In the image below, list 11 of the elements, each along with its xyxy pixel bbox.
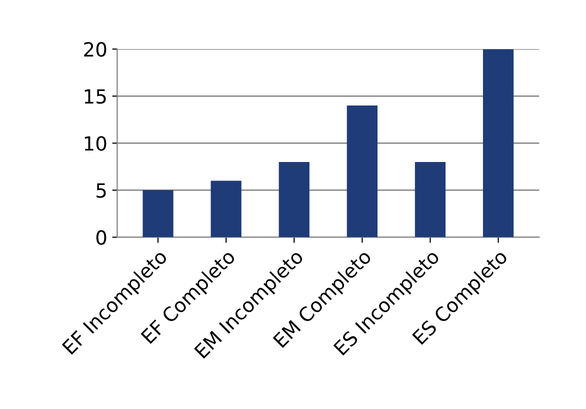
bar bbox=[278, 162, 310, 238]
y-tick-label: 20 bbox=[84, 42, 106, 57]
bar bbox=[210, 180, 242, 238]
bar bbox=[414, 162, 446, 238]
y-tick-label: 15 bbox=[84, 89, 106, 104]
bar bbox=[482, 49, 514, 238]
y-tick-label: 0 bbox=[96, 230, 106, 245]
bar bbox=[346, 106, 378, 238]
y-tick-label: 10 bbox=[84, 136, 106, 151]
bar bbox=[142, 190, 174, 238]
y-tick-label: 5 bbox=[96, 183, 106, 198]
